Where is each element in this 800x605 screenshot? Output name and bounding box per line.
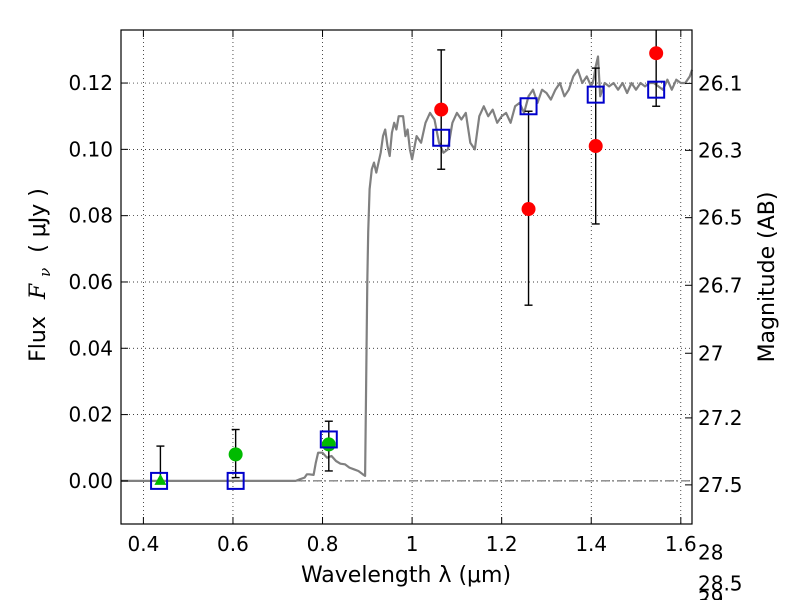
green-triangle-marker <box>154 473 167 485</box>
red-circle-marker <box>588 139 603 154</box>
y-tick-label: 0.10 <box>68 137 113 161</box>
x-tick-label: 1.4 <box>575 532 607 556</box>
y2-tick-label: 28 <box>698 541 723 565</box>
blue-square-marker <box>647 80 666 99</box>
y2-tick-label: 28.5 <box>698 571 743 595</box>
y-tick-label: 0.04 <box>68 336 113 360</box>
errorbar-layer <box>156 30 661 484</box>
marker-layer <box>150 46 666 490</box>
x-tick-label: 0.8 <box>307 532 339 556</box>
y2-tick-label: 27.2 <box>698 406 743 430</box>
y-axis-label-subscript: ν <box>36 268 54 277</box>
grid-layer <box>121 30 692 524</box>
y2-tick-label: 26.5 <box>698 206 743 230</box>
model-spectrum-layer <box>121 55 694 482</box>
y-axis-label: Flux F ν ( μJy ) <box>26 188 56 362</box>
y-tick-label: 0.00 <box>68 469 113 493</box>
blue-square-marker <box>150 471 169 490</box>
green-circle-marker <box>321 437 336 452</box>
x-tick-label: 1.2 <box>486 532 518 556</box>
red-circle-marker <box>649 46 664 61</box>
x-axis-label: Wavelength λ (μm) <box>301 563 511 588</box>
y2-tick-label: 27 <box>698 341 723 365</box>
x-tick-label: 0.6 <box>217 532 249 556</box>
red-circle-marker <box>521 202 536 217</box>
blue-square-marker <box>226 471 245 490</box>
red-circle-marker <box>434 102 449 117</box>
y-tick-label: 0.12 <box>68 71 113 95</box>
green-circle-marker <box>228 447 243 462</box>
blue-square-marker <box>519 97 538 116</box>
y2-axis-label: Magnitude (AB) <box>755 192 780 363</box>
y2-tick-label: 26.7 <box>698 273 743 297</box>
x-tick-label: 0.4 <box>127 532 159 556</box>
svg-text:Flux F ν: Flux F ν ( μJy ) <box>26 188 56 362</box>
x-tick-label: 1 <box>406 532 419 556</box>
blue-square-marker <box>432 128 451 147</box>
y2-tick-label: 26.1 <box>698 71 743 95</box>
model-spectrum-line <box>121 55 694 482</box>
y-tick-label: 0.08 <box>68 204 113 228</box>
y2-tick-label: 27.5 <box>698 473 743 497</box>
x-tick-label: 1.6 <box>665 532 697 556</box>
y2-tick-label: 26.3 <box>698 138 743 162</box>
y-axis-label-text: Flux <box>26 316 51 362</box>
tick-layer: 0.4 0.6 0.8 1 1.2 1.4 1.6 0.00 0.02 0.04 0.06 0.08 0… <box>68 30 743 605</box>
y-tick-label: 0.06 <box>68 270 113 294</box>
blue-square-marker <box>586 85 605 104</box>
plot-frame <box>120 29 693 525</box>
y-axis-label-unit: ( μJy ) <box>26 188 51 253</box>
y-axis-label-symbol: F <box>26 283 51 300</box>
y2-tick-label: 30 <box>698 595 723 600</box>
y-tick-label: 0.02 <box>68 403 113 427</box>
blue-square-marker <box>319 430 338 449</box>
